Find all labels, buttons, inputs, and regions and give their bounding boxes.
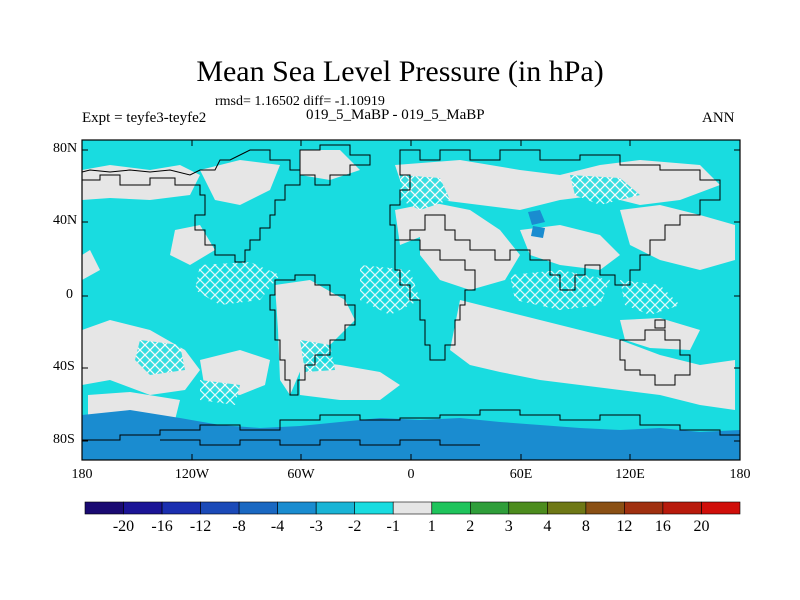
colorbar-box xyxy=(624,501,664,515)
lat-label-40s: 40S xyxy=(53,359,75,374)
colorbar xyxy=(84,501,741,515)
colorbar-box xyxy=(200,501,240,515)
colorbar-label: 1 xyxy=(427,518,436,535)
colorbar-box xyxy=(123,501,163,515)
stats-line: rmsd= 1.16502 diff= -1.10919 xyxy=(215,94,385,109)
colorbar-box xyxy=(161,501,201,515)
coastlines xyxy=(82,144,740,446)
colorbar-label: -16 xyxy=(151,518,173,535)
colorbar-box xyxy=(585,501,625,515)
lon-label-180w: 180 xyxy=(71,467,93,482)
colorbar-label: 4 xyxy=(543,518,552,535)
lon-ticks xyxy=(191,140,631,460)
lon-label-0: 0 xyxy=(407,467,415,482)
lat-ticks xyxy=(82,149,740,442)
colorbar-label: 20 xyxy=(693,518,710,535)
map-panel xyxy=(82,140,740,460)
colorbar-box xyxy=(392,501,433,515)
colorbar-box xyxy=(431,501,471,515)
colorbar-box xyxy=(277,501,317,515)
colorbar-label: 8 xyxy=(581,518,590,535)
hatched-regions xyxy=(135,175,680,405)
colorbar-label: -3 xyxy=(309,518,323,535)
colorbar-label: -20 xyxy=(112,518,135,535)
colorbar-box xyxy=(84,501,124,515)
colorbar-label: -8 xyxy=(232,518,246,535)
colorbar-box xyxy=(354,501,394,515)
colorbar-label: 16 xyxy=(654,518,671,535)
colorbar-box xyxy=(701,501,741,515)
lat-label-80n: 80N xyxy=(53,141,78,156)
colorbar-box xyxy=(547,501,587,515)
negative-regions xyxy=(82,210,740,460)
colorbar-box xyxy=(508,501,548,515)
case-label: 019_5_MaBP - 019_5_MaBP xyxy=(306,107,485,123)
colorbar-label: 2 xyxy=(466,518,475,535)
colorbar-box xyxy=(469,501,510,515)
lon-label-60e: 60E xyxy=(509,467,533,482)
colorbar-label: 12 xyxy=(616,518,633,535)
experiment-label: Expt = teyfe3-teyfe2 xyxy=(82,110,207,126)
colorbar-label: 3 xyxy=(504,518,513,535)
colorbar-label: -12 xyxy=(189,518,212,535)
lon-label-120w: 120W xyxy=(174,467,210,482)
lat-label-0: 0 xyxy=(66,287,73,302)
lon-label-120e: 120E xyxy=(615,467,645,482)
lon-label-60w: 60W xyxy=(287,467,315,482)
season-label: ANN xyxy=(702,110,735,126)
colorbar-label: -1 xyxy=(386,518,400,535)
colorbar-label: -4 xyxy=(270,518,285,535)
colorbar-box xyxy=(315,501,356,515)
colorbar-box xyxy=(238,501,278,515)
lon-label-180e: 180 xyxy=(729,467,751,482)
lat-label-40n: 40N xyxy=(53,213,78,228)
colorbar-label: -2 xyxy=(348,518,362,535)
plot-title: Mean Sea Level Pressure (in hPa) xyxy=(196,55,604,88)
colorbar-box xyxy=(662,501,702,515)
lat-label-80s: 80S xyxy=(53,432,75,447)
